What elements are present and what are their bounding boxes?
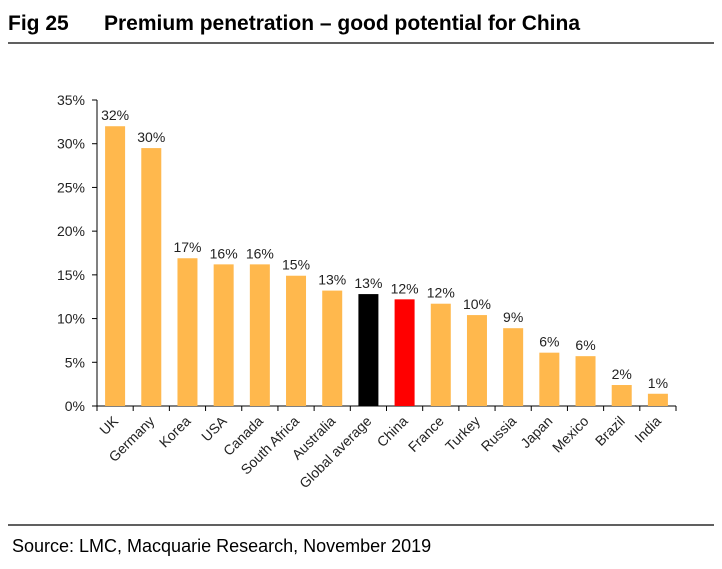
bar (213, 264, 234, 406)
bar (358, 294, 379, 406)
value-label: 16% (246, 245, 274, 261)
chart-title: Premium penetration – good potential for… (104, 12, 580, 35)
x-tick-label: UK (96, 412, 122, 438)
y-tick-label: 0% (65, 398, 85, 414)
x-tick-label: USA (198, 412, 230, 444)
x-tick-label: France (405, 413, 447, 455)
y-tick-label: 5% (65, 354, 85, 370)
y-tick-label: 30% (57, 136, 85, 152)
value-label: 32% (101, 107, 129, 123)
bar (249, 264, 270, 406)
bar (575, 356, 596, 406)
y-tick-label: 25% (57, 179, 85, 195)
bar (503, 328, 524, 406)
bar (647, 393, 668, 406)
value-label: 2% (612, 366, 632, 382)
value-label: 12% (427, 285, 455, 301)
value-label: 13% (318, 272, 346, 288)
value-label: 12% (391, 280, 419, 296)
value-label: 6% (575, 337, 595, 353)
bar (105, 126, 126, 406)
bar (394, 299, 415, 406)
x-tick-label: Brazil (592, 413, 628, 449)
y-tick-label: 15% (57, 267, 85, 283)
bar (177, 258, 198, 406)
bar (141, 148, 162, 407)
value-label: 15% (282, 257, 310, 273)
value-label: 16% (210, 245, 238, 261)
source: Source: LMC, Macquarie Research, Novembe… (12, 536, 431, 556)
value-label: 9% (503, 309, 523, 325)
bar (430, 303, 451, 406)
y-tick-label: 10% (57, 311, 85, 327)
value-label: 10% (463, 296, 491, 312)
value-label: 17% (173, 239, 201, 255)
x-tick-label: Korea (156, 413, 194, 451)
bar (611, 385, 632, 406)
value-label: 6% (539, 334, 559, 350)
bar (466, 315, 487, 406)
figure-label: Fig 25 (8, 12, 69, 35)
value-label: 13% (354, 275, 382, 291)
x-tick-label: Turkey (442, 413, 483, 454)
y-tick-label: 35% (57, 92, 85, 108)
bar (539, 352, 560, 406)
bar (286, 275, 307, 406)
x-tick-label: India (631, 413, 664, 446)
value-label: 1% (648, 375, 668, 391)
x-tick-label: Mexico (549, 413, 592, 456)
y-tick-label: 20% (57, 223, 85, 239)
x-tick-label: Russia (478, 413, 520, 455)
value-label: 30% (137, 129, 165, 145)
bar (322, 290, 343, 406)
